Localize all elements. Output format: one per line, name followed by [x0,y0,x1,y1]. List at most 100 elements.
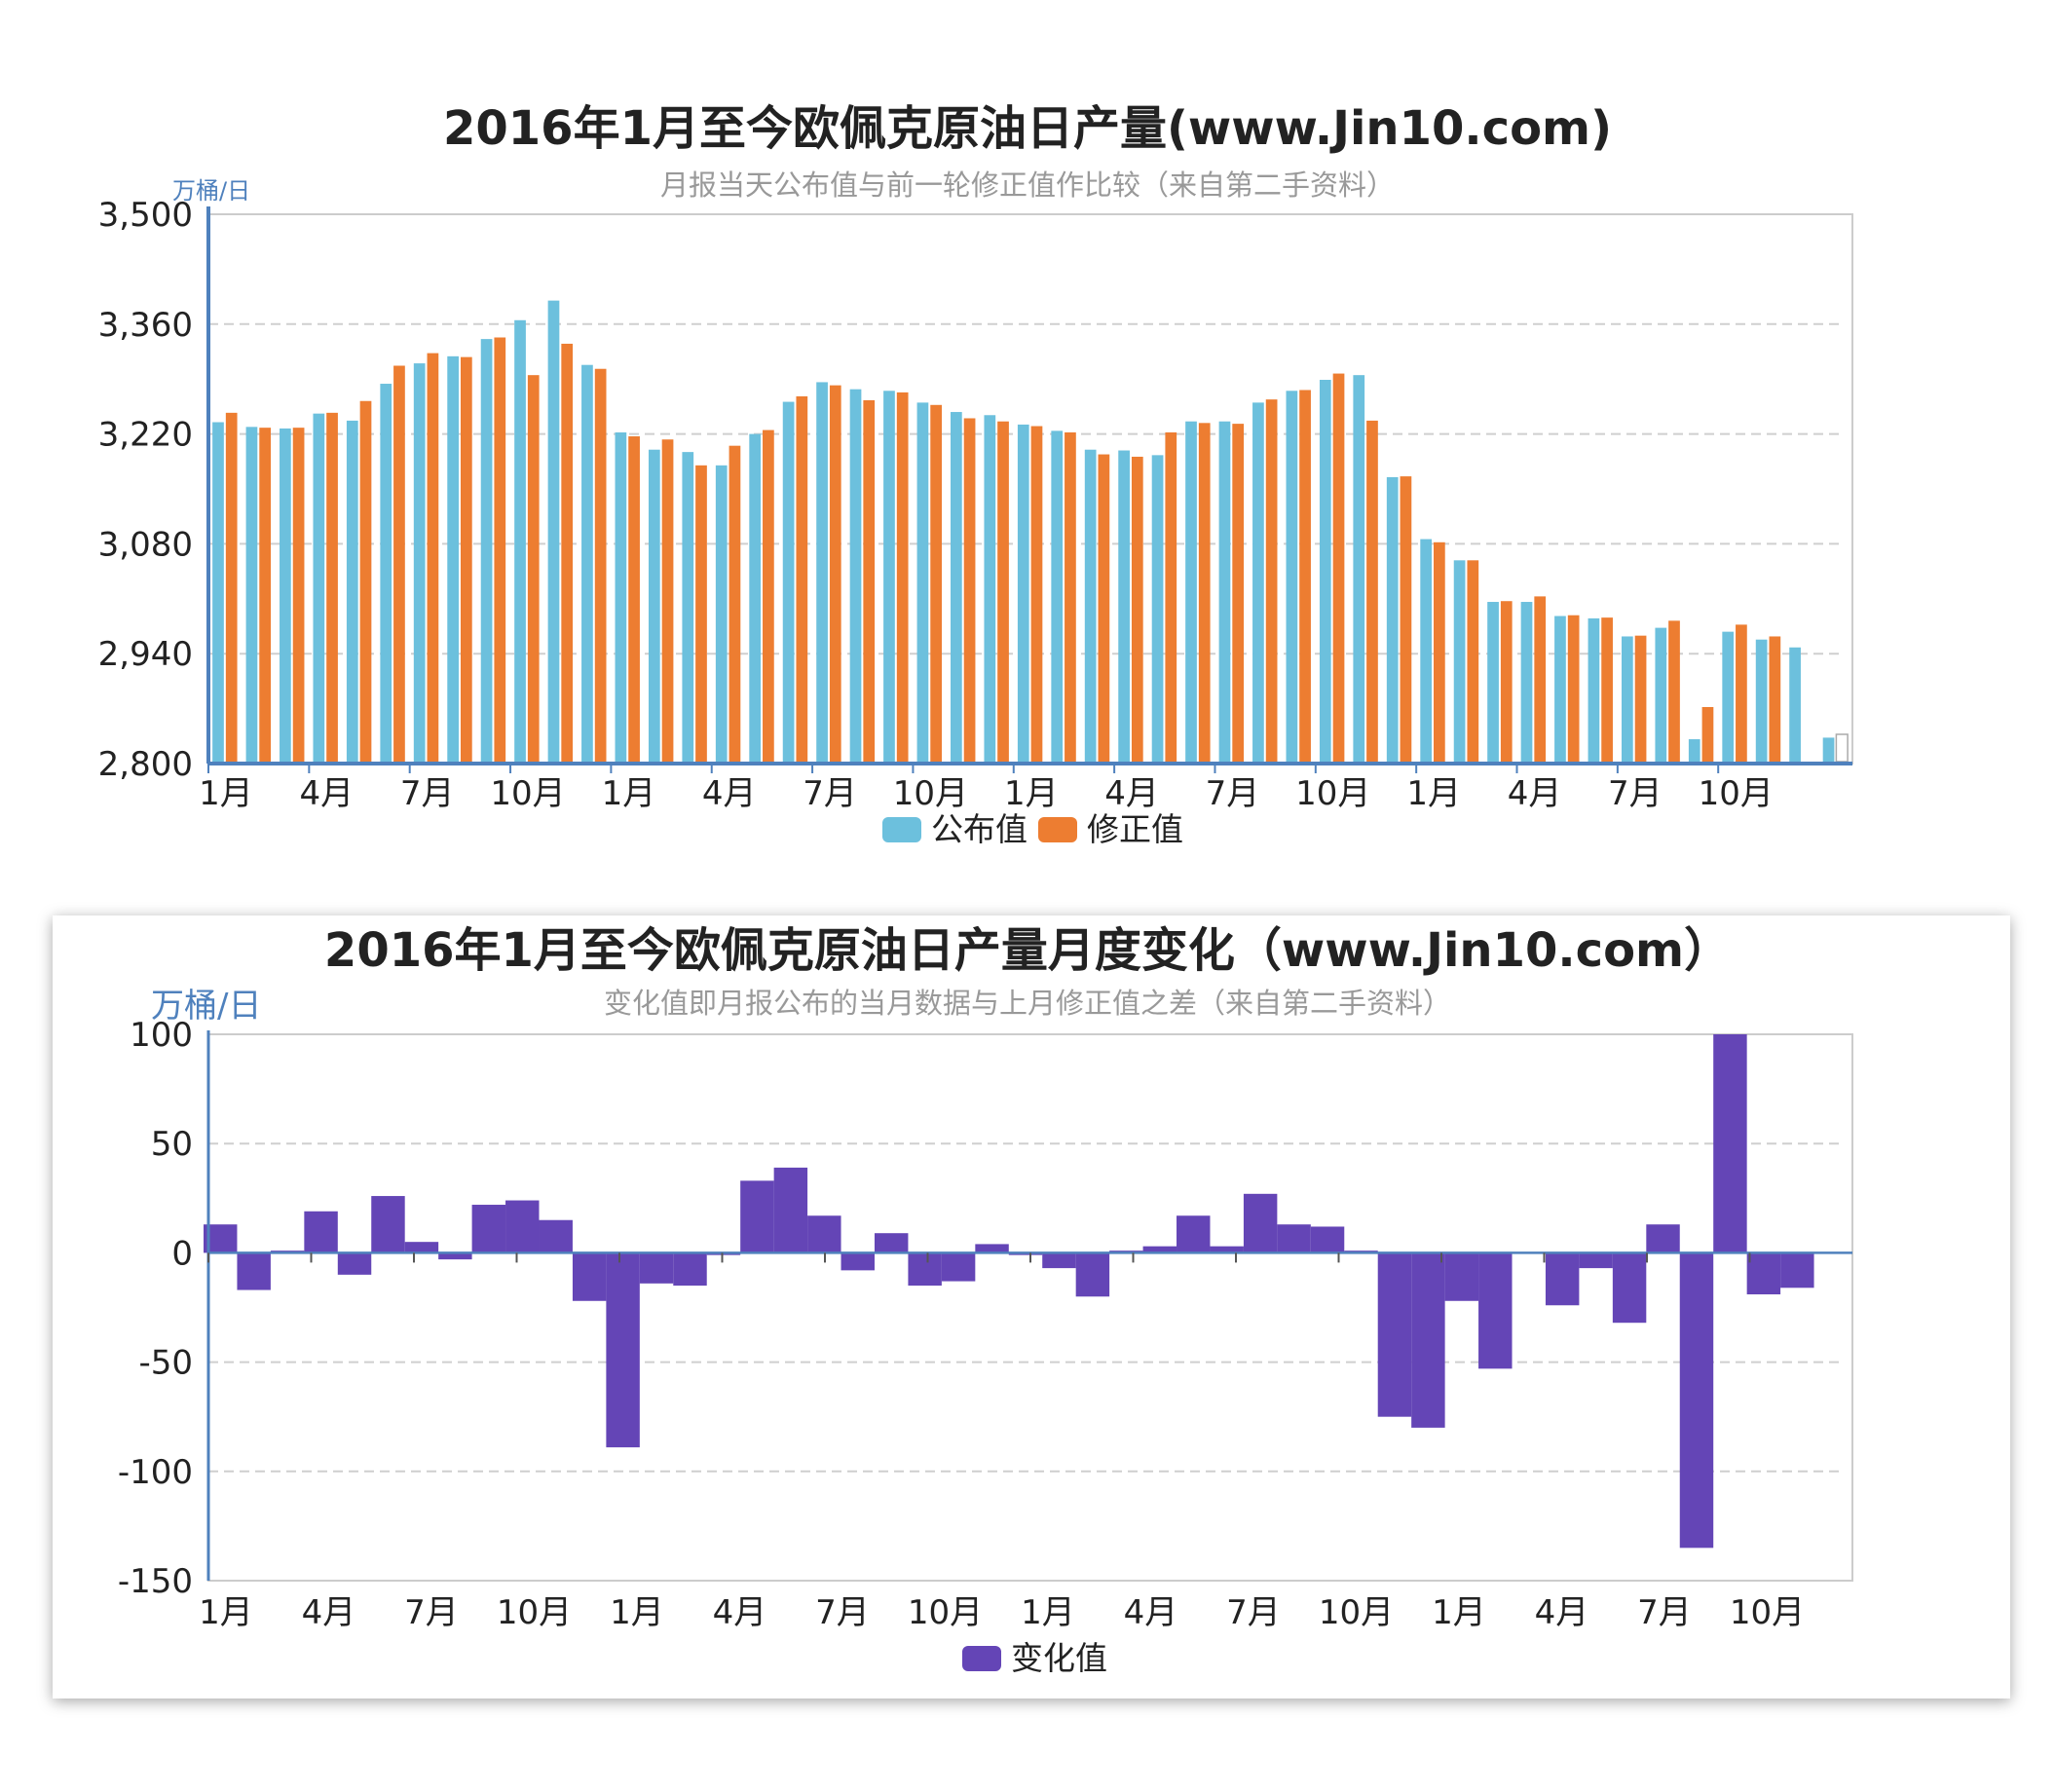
x-tick-label: 7月 [803,774,857,813]
change-bar [874,1233,909,1253]
x-tick-label: 1月 [199,1593,253,1632]
revised-bar [1098,454,1110,764]
change-bar [1780,1252,1814,1288]
revised-bar [1065,431,1076,764]
change-bar [1075,1252,1110,1297]
revised-bar [359,400,372,764]
published-bar [849,389,862,764]
x-tick-label: 1月 [1004,774,1059,813]
change-bar [1478,1252,1513,1369]
change-bar [807,1215,841,1253]
x-tick-label: 7月 [1608,774,1663,813]
change-bar [975,1244,1009,1253]
published-bar [245,427,258,764]
change-bar [1377,1252,1412,1417]
revised-bar [930,404,942,764]
legend-swatch-revised [1038,817,1077,842]
revised-bar [1232,424,1245,764]
x-tick-label: 7月 [1206,774,1260,813]
change-bar [1646,1224,1680,1253]
published-bar [1218,421,1231,764]
change-bar [1545,1252,1580,1306]
published-bar [916,402,929,764]
y-tick-label: 3,500 [98,196,193,235]
x-tick-label: 10月 [1699,774,1774,813]
published-bar [1017,424,1029,764]
change-bar [371,1196,405,1253]
revised-bar [1567,615,1580,764]
published-bar [1822,737,1835,764]
published-bar [682,452,694,764]
change-bar [606,1252,640,1448]
change-bar [1277,1224,1311,1253]
y-tick-label: 50 [151,1125,193,1164]
published-bar [1118,450,1130,764]
revised-bar [1366,420,1378,764]
published-bar [1151,455,1164,764]
published-bar [1185,421,1197,764]
y-tick-label: -150 [118,1562,193,1601]
x-tick-label: 7月 [1226,1593,1281,1632]
revised-bar [259,428,272,764]
revised-bar [661,439,674,764]
revised-bar [1400,476,1412,764]
revised-bar [561,343,574,764]
published-bar [1453,560,1466,764]
revised-bar [1299,390,1311,764]
y-tick-label: 3,360 [98,306,193,345]
change-bar [539,1219,573,1253]
published-bar [1420,539,1433,764]
change-bar [1243,1193,1278,1253]
change-bar [841,1252,875,1271]
y-tick-label: -50 [138,1344,193,1383]
published-bar [581,364,593,764]
change-bar [404,1242,439,1253]
revised-bar [292,428,305,764]
published-bar [1655,627,1667,764]
x-tick-label: 10月 [1295,774,1370,813]
change-bar [505,1200,540,1253]
x-tick-label: 10月 [908,1593,983,1632]
change-bar [572,1252,607,1301]
published-bar [615,431,627,764]
y-tick-label: 3,080 [98,525,193,564]
y-tick-label: 0 [171,1234,193,1273]
revised-bar [527,375,540,764]
revised-bar [1634,635,1647,764]
x-tick-label: 4月 [702,774,757,813]
revised-bar [829,385,841,764]
change-bar [673,1252,707,1287]
revised-bar [729,445,741,764]
revised-bar [695,465,707,764]
legend-label-change: 变化值 [1011,1639,1107,1677]
change-bar [471,1205,506,1253]
x-tick-label: 4月 [1104,774,1159,813]
revised-bar [1701,706,1714,764]
x-tick-label: 10月 [497,1593,572,1632]
opec-production-chart: 2016年1月至今欧佩克原油日产量(www.Jin10.com) 月报当天公布值… [98,101,1853,848]
published-bar [782,401,795,764]
revised-bar [1434,541,1445,764]
revised-bar [594,368,607,764]
x-tick-label: 10月 [1319,1593,1394,1632]
legend-label-published: 公布值 [931,810,1028,848]
x-tick-label: 10月 [1730,1593,1805,1632]
published-bar [1319,380,1331,764]
revised-bar [1332,373,1345,764]
y-axis-unit-label: 万桶/日 [172,177,250,205]
published-bar [413,363,426,764]
x-tick-label: 4月 [1124,1593,1178,1632]
published-bar [648,449,660,764]
revised-bar [326,412,338,764]
published-bar [984,415,996,764]
revised-bar [863,399,876,764]
published-bar [1051,430,1064,764]
revised-bar [1736,624,1747,764]
y-tick-label: 100 [130,1016,193,1055]
x-tick-label: 4月 [1508,774,1562,813]
published-bar [212,422,224,764]
chart-title: 2016年1月至今欧佩克原油日产量月度变化（www.Jin10.com） [324,923,1731,978]
revised-bar [1467,560,1479,764]
